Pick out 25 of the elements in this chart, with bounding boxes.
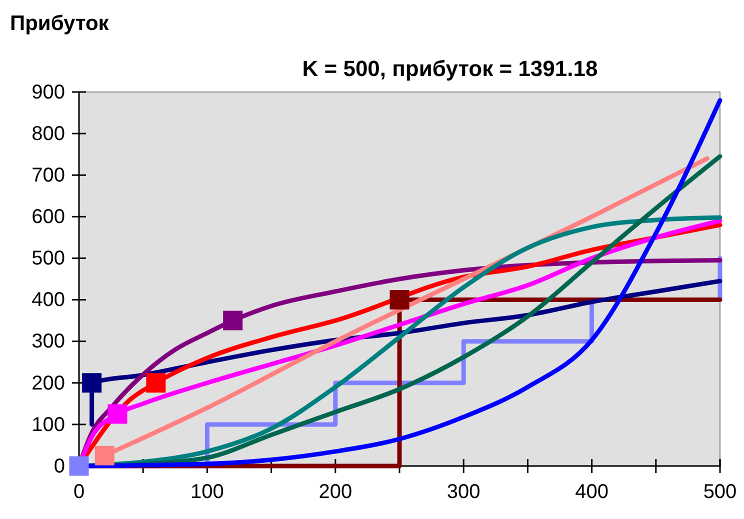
y-tick-label: 200: [32, 372, 65, 394]
y-tick-label: 600: [32, 206, 65, 228]
x-tick-label: 100: [190, 481, 224, 504]
point: [390, 290, 410, 310]
x-tick-label: 200: [318, 481, 352, 504]
point: [108, 404, 128, 424]
y-tick-label: 100: [32, 414, 65, 436]
point: [82, 373, 102, 393]
y-tick-label: 900: [32, 81, 65, 104]
y-tick-label: 400: [32, 289, 65, 312]
y-tick-label: 300: [32, 330, 65, 353]
point: [223, 310, 243, 330]
y-tick-label: 800: [32, 122, 65, 145]
point: [69, 456, 89, 476]
chart-title: K = 500, прибуток = 1391.18: [302, 56, 598, 81]
point: [146, 373, 166, 393]
x-tick-label: 0: [73, 481, 85, 504]
y-tick-label: 500: [32, 248, 65, 270]
y-axis-title: Прибуток: [10, 12, 110, 35]
x-tick-label: 300: [446, 481, 480, 504]
x-tick-label: 400: [575, 481, 608, 504]
y-tick-label: 700: [32, 164, 65, 187]
x-tick-label: 500: [703, 481, 737, 504]
y-tick-label: 0: [54, 455, 65, 478]
point: [94, 446, 114, 466]
